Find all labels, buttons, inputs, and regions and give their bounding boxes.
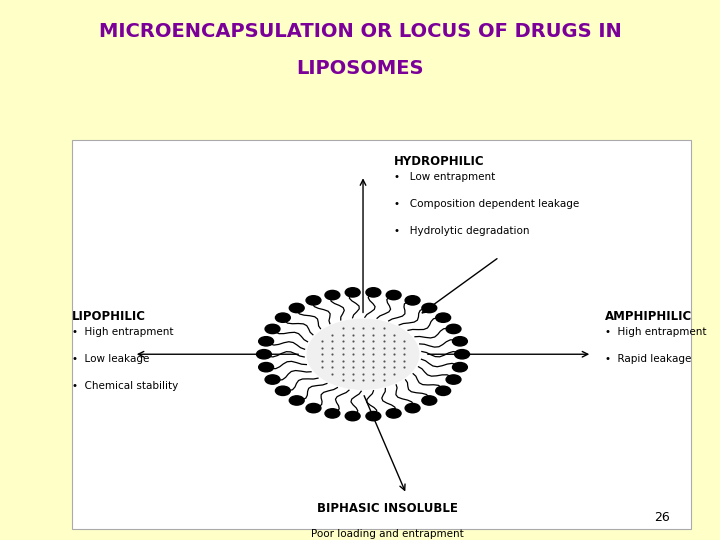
Circle shape [265, 325, 280, 334]
Circle shape [289, 303, 304, 313]
Text: Poor loading and entrapment: Poor loading and entrapment [312, 529, 464, 539]
Circle shape [306, 403, 321, 413]
Text: •  Chemical stability: • Chemical stability [72, 381, 179, 391]
Circle shape [386, 409, 401, 418]
Circle shape [258, 336, 274, 346]
Circle shape [422, 396, 437, 405]
Circle shape [258, 362, 274, 372]
Text: •  High entrapment: • High entrapment [72, 327, 174, 337]
Text: LIPOPHILIC: LIPOPHILIC [72, 310, 146, 323]
Text: •  Rapid leakage: • Rapid leakage [605, 354, 691, 364]
Circle shape [405, 296, 420, 305]
Circle shape [452, 362, 467, 372]
Circle shape [366, 288, 381, 297]
Circle shape [307, 319, 419, 389]
Text: MICROENCAPSULATION OR LOCUS OF DRUGS IN: MICROENCAPSULATION OR LOCUS OF DRUGS IN [99, 22, 621, 40]
Circle shape [436, 313, 451, 322]
Circle shape [446, 325, 461, 334]
Circle shape [436, 386, 451, 395]
Circle shape [345, 411, 360, 421]
Text: •  High entrapment: • High entrapment [605, 327, 706, 337]
Text: BIPHASIC INSOLUBLE: BIPHASIC INSOLUBLE [318, 502, 458, 515]
Circle shape [452, 336, 467, 346]
Circle shape [422, 303, 437, 313]
Text: •  Low leakage: • Low leakage [72, 354, 149, 364]
Text: •   Composition dependent leakage: • Composition dependent leakage [394, 199, 579, 209]
Text: HYDROPHILIC: HYDROPHILIC [394, 154, 485, 167]
Circle shape [289, 396, 304, 405]
Circle shape [265, 375, 280, 384]
Circle shape [276, 386, 290, 395]
Circle shape [386, 291, 401, 300]
Text: AMPHIPHILIC: AMPHIPHILIC [605, 310, 692, 323]
Text: LIPOSOMES: LIPOSOMES [296, 59, 424, 78]
Circle shape [345, 288, 360, 297]
Text: 26: 26 [654, 511, 670, 524]
Text: •   Hydrolytic degradation: • Hydrolytic degradation [394, 226, 529, 236]
Circle shape [366, 411, 381, 421]
Circle shape [276, 313, 290, 322]
Circle shape [325, 291, 340, 300]
Circle shape [446, 375, 461, 384]
Circle shape [405, 403, 420, 413]
Text: •   Low entrapment: • Low entrapment [394, 172, 495, 181]
Circle shape [454, 349, 469, 359]
Circle shape [325, 409, 340, 418]
Circle shape [306, 296, 321, 305]
Circle shape [256, 349, 271, 359]
